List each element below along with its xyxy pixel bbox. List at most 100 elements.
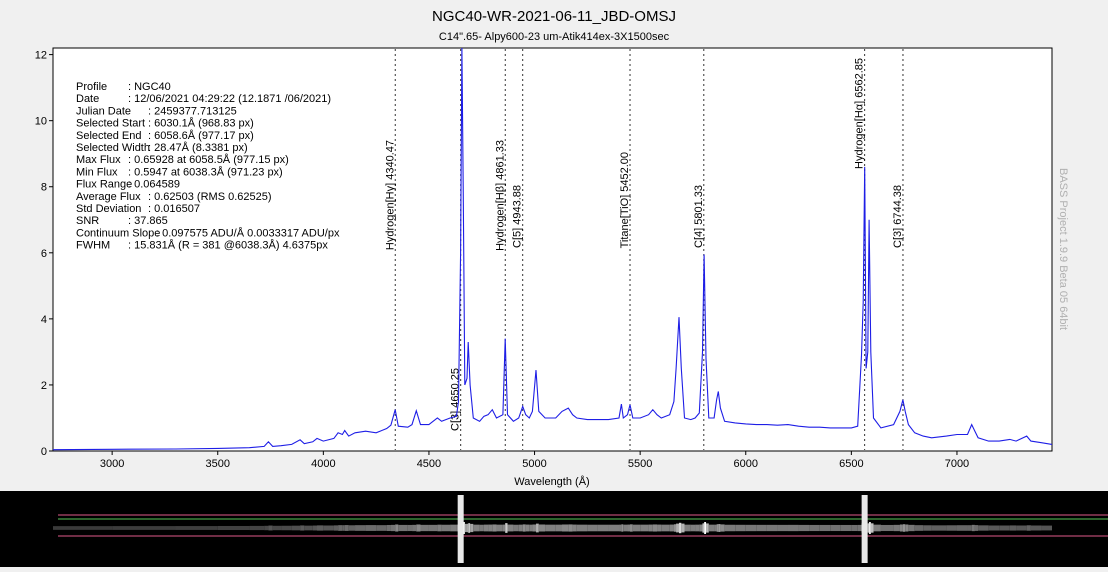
strip-segment xyxy=(1041,525,1052,531)
strip-segment xyxy=(264,525,269,531)
strip-segment xyxy=(787,524,799,532)
strip-segment xyxy=(623,524,628,532)
strip-segment xyxy=(291,525,301,531)
strip-segment xyxy=(880,524,894,532)
y-tick-label: 4 xyxy=(41,314,47,326)
strip-segment xyxy=(902,524,906,532)
strip-segment xyxy=(333,525,339,531)
strip-segment xyxy=(281,525,292,531)
info-key: Julian Date xyxy=(76,105,131,117)
strip-segment xyxy=(450,524,457,532)
strip-segment xyxy=(706,523,709,533)
chart-title: NGC40-WR-2021-06-11_JBD-OMSJ xyxy=(432,8,676,25)
line-marker-label: Hydrogen[Hγ] 4340.47 xyxy=(384,140,396,250)
strip-segment xyxy=(407,524,413,532)
spectrum-chart: NGC40-WR-2021-06-11_JBD-OMSJ C14".65- Al… xyxy=(35,8,1069,488)
strip-segment xyxy=(756,524,767,532)
software-watermark: BASS Project 1.9.9 Beta 05 64bit xyxy=(1057,168,1069,330)
strip-segment xyxy=(386,524,391,532)
strip-segment xyxy=(702,523,705,533)
strip-segment xyxy=(766,524,778,532)
info-key: Std Deviation xyxy=(76,203,141,215)
strip-segment xyxy=(492,524,497,532)
strip-segment xyxy=(967,525,972,531)
x-tick-label: 3500 xyxy=(205,458,229,470)
x-tick-label: 4500 xyxy=(417,458,441,470)
strip-segment xyxy=(851,524,858,532)
strip-segment xyxy=(525,524,530,532)
strip-segment xyxy=(488,524,493,532)
strip-segment xyxy=(463,522,465,534)
strip-segment xyxy=(923,525,932,531)
strip-segment xyxy=(716,524,719,532)
x-tick-label: 5000 xyxy=(522,458,546,470)
info-value: : 15.831Å (R = 381 @6038.3Å) 4.6375px xyxy=(128,239,328,252)
strip-segment xyxy=(720,524,725,532)
strip-segment xyxy=(669,524,674,532)
strip-segment xyxy=(217,525,250,531)
y-tick-label: 10 xyxy=(35,116,47,128)
strip-segment xyxy=(466,523,469,533)
strip-segment xyxy=(522,524,526,532)
strip-segment xyxy=(724,524,736,532)
strip-segment xyxy=(505,523,508,533)
y-tick-label: 6 xyxy=(41,248,47,260)
info-key: Average Flux xyxy=(76,191,141,203)
strip-segment xyxy=(971,524,975,532)
strip-segment xyxy=(1030,525,1042,531)
strip-segment xyxy=(376,525,387,531)
strip-segment xyxy=(323,525,334,531)
strip-segment xyxy=(342,525,345,531)
strip-segment xyxy=(249,525,265,531)
info-value: : 0.62503 (RMS 0.62525) xyxy=(148,191,272,203)
strip-segment xyxy=(513,524,519,532)
strip-segment xyxy=(640,524,649,532)
strip-segment xyxy=(869,522,871,534)
strip-segment xyxy=(708,524,715,532)
plot-area xyxy=(52,47,1053,452)
x-tick-label: 3000 xyxy=(100,458,124,470)
info-value: : 28.47Å (8.3381 px) xyxy=(148,141,248,154)
strip-segment xyxy=(931,525,947,531)
strip-segment xyxy=(695,524,700,532)
strip-segment xyxy=(416,524,421,532)
strip-segment xyxy=(619,524,622,532)
y-tick-label: 2 xyxy=(41,380,47,392)
info-value: : 0.064589 xyxy=(128,179,180,191)
x-tick-label: 6500 xyxy=(839,458,863,470)
strip-segment xyxy=(483,524,489,532)
y-tick-label: 8 xyxy=(41,182,47,194)
strip-segment xyxy=(621,524,624,532)
strip-segment xyxy=(428,524,438,532)
strip-segment xyxy=(673,524,677,532)
strip-segment xyxy=(718,524,721,532)
strip-segment xyxy=(507,524,514,532)
strip-segment xyxy=(473,524,480,532)
spectrum-series-line xyxy=(52,47,1053,451)
strip-segment xyxy=(338,525,343,531)
strip-segment xyxy=(999,525,1010,531)
strip-segment xyxy=(648,524,653,532)
strip-segment xyxy=(496,524,503,532)
strip-segment xyxy=(468,523,471,533)
info-key: Min Flux xyxy=(76,166,118,178)
strip-segment xyxy=(572,524,577,532)
info-key: Flux Range xyxy=(76,179,132,191)
strip-segment xyxy=(304,525,313,531)
info-value: : 2459377.713125 xyxy=(148,105,237,117)
strip-segment xyxy=(676,523,680,533)
strip-segment xyxy=(545,524,556,532)
strip-segment xyxy=(441,524,451,532)
strip-segment xyxy=(112,526,176,530)
info-value: : 6030.1Å (968.83 px) xyxy=(148,117,254,130)
line-marker-label: C[3] 6744.38 xyxy=(892,185,904,248)
strip-segment xyxy=(502,524,506,532)
strip-segment xyxy=(597,524,609,532)
measurement-info-box: Profile: NGC40 Date: 12/06/2021 04:29:22 … xyxy=(76,81,340,252)
info-key: Profile xyxy=(76,81,107,93)
strip-segment xyxy=(268,525,273,531)
strip-segment xyxy=(777,524,788,532)
line-marker-label: Hydrogen[Hβ] 4861.33 xyxy=(494,140,506,251)
strip-segment xyxy=(398,524,408,532)
strip-segment xyxy=(470,523,474,533)
